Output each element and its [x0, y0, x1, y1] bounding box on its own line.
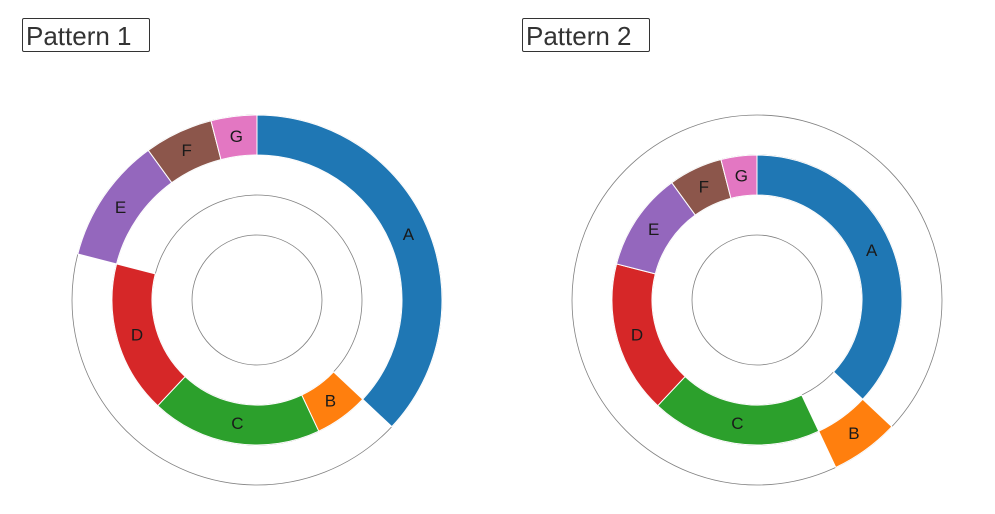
slice-g-pattern-1: [210, 114, 258, 161]
slice-label-d-pattern-1: D: [131, 325, 143, 344]
slice-b-pattern-2: [818, 398, 893, 469]
slice-label-f-pattern-2: F: [699, 177, 709, 196]
slice-g-pattern-2: [720, 154, 758, 199]
slice-label-g-pattern-2: G: [735, 166, 748, 185]
slice-label-b-pattern-2: B: [848, 424, 859, 443]
slice-label-d-pattern-2: D: [631, 325, 643, 344]
slice-d-pattern-2: [611, 263, 686, 407]
slice-label-e-pattern-2: E: [648, 220, 659, 239]
slice-label-a-pattern-2: A: [866, 241, 878, 260]
slice-c-pattern-2: [657, 375, 820, 446]
ring-outline-1-pattern-2: [651, 194, 863, 406]
slice-label-c-pattern-1: C: [231, 414, 243, 433]
slice-label-e-pattern-1: E: [115, 198, 126, 217]
ring-chart-pattern-1: A B C D E F G: [71, 114, 443, 486]
slice-c-pattern-1: [157, 375, 320, 446]
slice-label-c-pattern-2: C: [731, 414, 743, 433]
slice-label-g-pattern-1: G: [230, 127, 243, 146]
chart-title-pattern-1: Pattern 1: [22, 18, 150, 52]
ring-outline-0-pattern-1: [191, 234, 323, 366]
ring-outline-3-pattern-2: [571, 114, 943, 486]
ring-outline-1-pattern-1: [151, 194, 363, 406]
slice-label-a-pattern-1: A: [403, 225, 415, 244]
slice-label-b-pattern-1: B: [325, 392, 336, 411]
slice-label-f-pattern-1: F: [182, 141, 192, 160]
ring-outline-0-pattern-2: [691, 234, 823, 366]
ring-chart-pattern-2: A B C D E F G: [571, 114, 943, 486]
slice-d-pattern-1: [111, 263, 186, 407]
slice-a-pattern-1: [256, 114, 443, 428]
chart-title-pattern-2: Pattern 2: [522, 18, 650, 52]
slice-a-pattern-2: [756, 154, 903, 400]
